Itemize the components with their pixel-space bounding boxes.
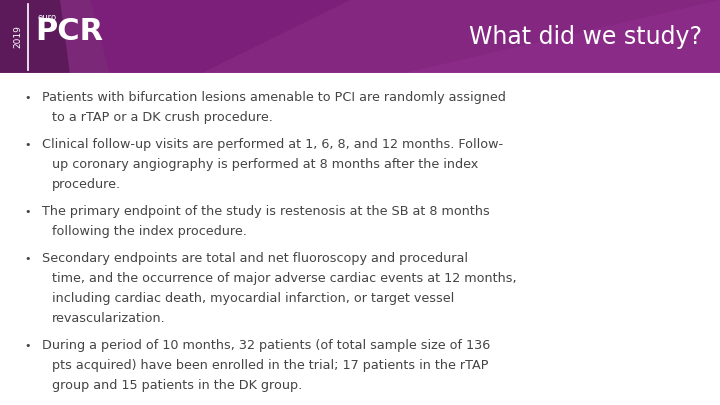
Text: up coronary angiography is performed at 8 months after the index: up coronary angiography is performed at … [52, 158, 478, 171]
Text: •: • [24, 341, 31, 351]
Text: Secondary endpoints are total and net fluoroscopy and procedural: Secondary endpoints are total and net fl… [42, 252, 468, 265]
Text: •: • [24, 254, 31, 264]
Text: •: • [24, 140, 31, 150]
Text: pts acquired) have been enrolled in the trial; 17 patients in the rTAP: pts acquired) have been enrolled in the … [52, 359, 488, 372]
Text: •: • [24, 93, 31, 103]
Bar [0, 0, 90, 74]
Text: revascularization.: revascularization. [52, 312, 166, 325]
Text: 2019: 2019 [14, 26, 22, 49]
Text: euro: euro [38, 13, 57, 23]
Text: Patients with bifurcation lesions amenable to PCI are randomly assigned: Patients with bifurcation lesions amenab… [42, 91, 506, 104]
Text: During a period of 10 months, 32 patients (of total sample size of 136: During a period of 10 months, 32 patient… [42, 339, 490, 352]
Text: What did we study?: What did we study? [469, 25, 702, 49]
Polygon shape [200, 0, 720, 74]
Polygon shape [400, 0, 720, 74]
Text: procedure.: procedure. [52, 178, 121, 191]
Polygon shape [60, 0, 110, 74]
Text: •: • [24, 207, 31, 217]
Text: time, and the occurrence of major adverse cardiac events at 12 months,: time, and the occurrence of major advers… [52, 272, 517, 285]
Text: group and 15 patients in the DK group.: group and 15 patients in the DK group. [52, 379, 302, 392]
Text: including cardiac death, myocardial infarction, or target vessel: including cardiac death, myocardial infa… [52, 292, 454, 305]
Bar [0, 0, 720, 74]
Text: following the index procedure.: following the index procedure. [52, 225, 247, 238]
Text: to a rTAP or a DK crush procedure.: to a rTAP or a DK crush procedure. [52, 111, 273, 124]
Text: PCR: PCR [35, 17, 103, 47]
Text: Clinical follow-up visits are performed at 1, 6, 8, and 12 months. Follow-: Clinical follow-up visits are performed … [42, 138, 503, 151]
Text: The primary endpoint of the study is restenosis at the SB at 8 months: The primary endpoint of the study is res… [42, 205, 490, 218]
